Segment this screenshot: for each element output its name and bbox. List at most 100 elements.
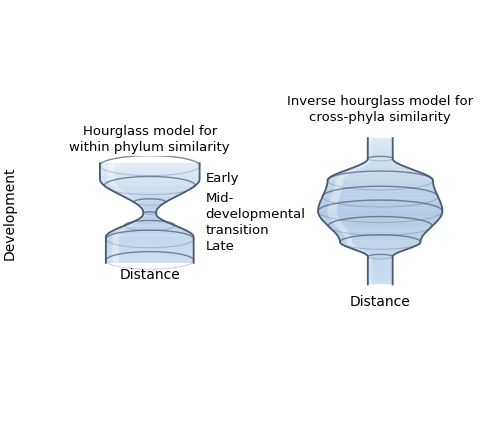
Polygon shape <box>144 212 156 213</box>
Polygon shape <box>140 217 159 219</box>
Polygon shape <box>340 243 420 245</box>
Polygon shape <box>368 159 393 161</box>
Text: Distance: Distance <box>120 267 180 281</box>
Polygon shape <box>368 281 392 283</box>
Polygon shape <box>106 243 194 245</box>
Text: Development: Development <box>3 167 17 259</box>
Polygon shape <box>368 142 392 144</box>
Polygon shape <box>368 152 392 153</box>
Polygon shape <box>143 211 156 212</box>
Polygon shape <box>360 252 401 254</box>
Polygon shape <box>348 168 412 170</box>
Polygon shape <box>368 259 392 261</box>
Polygon shape <box>368 268 392 270</box>
Polygon shape <box>318 210 442 212</box>
Polygon shape <box>368 263 392 265</box>
Polygon shape <box>108 233 192 235</box>
Polygon shape <box>100 170 200 171</box>
Polygon shape <box>143 215 156 216</box>
Polygon shape <box>368 139 392 141</box>
Polygon shape <box>100 176 200 178</box>
Polygon shape <box>345 247 416 248</box>
Polygon shape <box>128 224 172 225</box>
Polygon shape <box>130 222 169 224</box>
Polygon shape <box>325 190 436 192</box>
Polygon shape <box>106 262 194 263</box>
Polygon shape <box>342 245 419 247</box>
Text: Distance: Distance <box>350 294 410 308</box>
Polygon shape <box>368 261 392 263</box>
Polygon shape <box>110 190 190 191</box>
Polygon shape <box>326 188 435 190</box>
Polygon shape <box>368 277 392 279</box>
Polygon shape <box>332 230 428 232</box>
Polygon shape <box>100 182 199 184</box>
Polygon shape <box>334 173 426 175</box>
Polygon shape <box>368 148 392 150</box>
Polygon shape <box>122 196 178 197</box>
Polygon shape <box>322 197 439 199</box>
Polygon shape <box>137 205 162 206</box>
Polygon shape <box>100 178 200 180</box>
Polygon shape <box>100 174 200 175</box>
Polygon shape <box>124 197 176 199</box>
Text: Hourglass model for
within phylum similarity: Hourglass model for within phylum simila… <box>70 125 230 154</box>
Polygon shape <box>140 207 159 209</box>
Polygon shape <box>106 248 194 250</box>
Polygon shape <box>340 241 420 243</box>
Text: Mid-
developmental
transition: Mid- developmental transition <box>206 191 306 236</box>
Polygon shape <box>100 167 200 169</box>
Polygon shape <box>322 196 438 197</box>
Text: Inverse hourglass model for
cross-phyla similarity: Inverse hourglass model for cross-phyla … <box>287 95 474 124</box>
Polygon shape <box>106 253 194 255</box>
Polygon shape <box>366 161 395 162</box>
Polygon shape <box>368 270 392 272</box>
Polygon shape <box>106 235 193 236</box>
Polygon shape <box>368 257 392 259</box>
Polygon shape <box>100 175 200 176</box>
Polygon shape <box>106 241 194 242</box>
Polygon shape <box>326 225 434 226</box>
Polygon shape <box>324 223 436 225</box>
Polygon shape <box>142 210 157 211</box>
Polygon shape <box>337 236 424 237</box>
Polygon shape <box>328 139 372 285</box>
Polygon shape <box>108 164 145 263</box>
Polygon shape <box>368 267 392 268</box>
Polygon shape <box>318 206 442 208</box>
Polygon shape <box>368 265 392 267</box>
Polygon shape <box>368 141 392 142</box>
Polygon shape <box>320 201 440 203</box>
Polygon shape <box>136 204 164 205</box>
Polygon shape <box>368 153 392 155</box>
Polygon shape <box>334 232 426 234</box>
Polygon shape <box>358 164 402 166</box>
Polygon shape <box>119 195 180 196</box>
Polygon shape <box>106 250 194 251</box>
Polygon shape <box>368 274 392 276</box>
Polygon shape <box>106 252 194 253</box>
Polygon shape <box>106 258 194 259</box>
Polygon shape <box>126 199 173 200</box>
Polygon shape <box>103 185 196 186</box>
Polygon shape <box>100 173 200 174</box>
Polygon shape <box>106 237 194 239</box>
Polygon shape <box>331 175 430 177</box>
Polygon shape <box>319 204 442 206</box>
Polygon shape <box>355 250 406 252</box>
Polygon shape <box>340 239 421 241</box>
Polygon shape <box>364 254 396 256</box>
Polygon shape <box>111 231 188 232</box>
Polygon shape <box>106 240 194 241</box>
Polygon shape <box>106 261 194 262</box>
Polygon shape <box>368 279 392 281</box>
Polygon shape <box>368 155 392 157</box>
Polygon shape <box>322 221 438 223</box>
Polygon shape <box>328 183 433 184</box>
Polygon shape <box>104 186 196 187</box>
Polygon shape <box>368 283 392 285</box>
Polygon shape <box>339 172 421 173</box>
Polygon shape <box>336 234 425 236</box>
Polygon shape <box>106 251 194 252</box>
Polygon shape <box>344 170 417 172</box>
